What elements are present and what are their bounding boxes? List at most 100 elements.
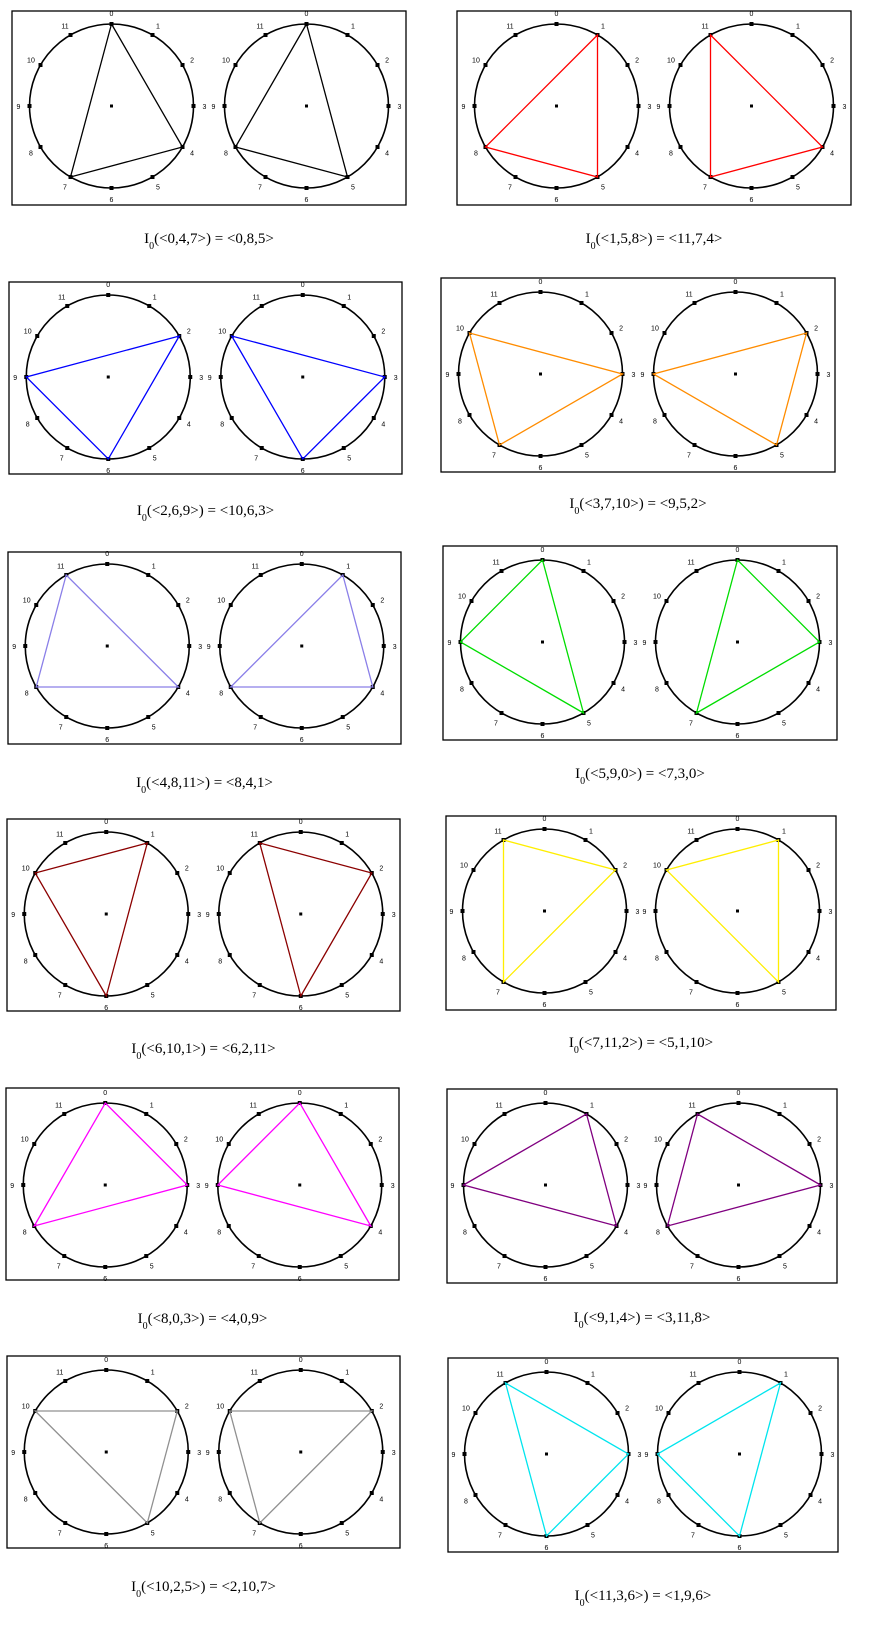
tick-mark (109, 186, 114, 190)
inverted-triad-triangle (651, 332, 808, 446)
pitch-class-label: 1 (151, 1369, 155, 1376)
pitch-class-label: 11 (496, 1371, 503, 1378)
pitch-class-label: 0 (541, 547, 545, 554)
tick-mark (776, 568, 781, 573)
pitch-class-label: 10 (651, 326, 659, 333)
tick-mark (636, 104, 641, 108)
pitch-class-label: 2 (625, 1406, 629, 1413)
pitch-class-label: 9 (212, 104, 216, 111)
pitch-class-label: 4 (185, 1497, 189, 1504)
diagram-frame (11, 10, 407, 206)
tick-mark (375, 63, 380, 67)
tick-mark (217, 644, 222, 648)
diagram-frame (447, 1357, 839, 1553)
tick-mark (65, 446, 70, 451)
pitch-class-label: 2 (184, 1137, 188, 1144)
center-dot (299, 1450, 303, 1454)
pitch-class-label: 2 (635, 58, 639, 65)
tick-mark (513, 175, 518, 180)
pitch-class-label: 11 (494, 828, 501, 835)
tick-mark (186, 912, 191, 916)
original-triad-triangle (25, 334, 181, 461)
tick-mark (790, 32, 795, 37)
inversion-caption: I0(<0,4,7>) = <0,8,5> (144, 231, 274, 252)
pitch-class-label: 2 (830, 58, 834, 65)
pitch-class-label: 9 (450, 909, 454, 916)
pitch-class-label: 5 (590, 1264, 594, 1271)
tick-mark (174, 1142, 179, 1146)
tick-mark (460, 909, 465, 913)
pitch-class-label: 5 (782, 990, 786, 997)
tick-mark (176, 603, 181, 607)
pitch-class-label: 5 (151, 1531, 155, 1538)
pitch-class-label: 1 (151, 831, 155, 838)
tick-mark (62, 1254, 67, 1259)
tick-mark (103, 1265, 108, 1269)
pitch-class-label: 4 (816, 956, 820, 963)
tick-mark (375, 145, 380, 149)
pitch-class-label: 1 (585, 291, 589, 298)
tick-mark (63, 983, 68, 988)
tick-mark (338, 1254, 343, 1259)
center-dot (555, 104, 558, 108)
tick-mark (341, 446, 346, 451)
tick-mark (625, 63, 630, 67)
center-dot (298, 1183, 302, 1187)
pitch-class-label: 1 (601, 23, 605, 30)
pitch-class-label: 5 (782, 721, 786, 728)
pitch-class-label: 6 (555, 197, 559, 204)
pitch-class-label: 11 (701, 23, 708, 30)
tick-mark (807, 1224, 812, 1228)
center-dot (738, 1452, 741, 1456)
pitch-class-label: 8 (669, 151, 673, 158)
pitch-class-label: 2 (380, 598, 384, 605)
tick-mark (299, 726, 304, 730)
diagram-frame (7, 551, 402, 745)
pitch-class-label: 1 (587, 559, 591, 566)
tick-mark (473, 1493, 478, 1497)
pitch-class-label: 10 (23, 598, 31, 605)
diagram-panel: 0 1 2 3 4 5 6 7 8 9 10 11 0 1 2 3 4 5 6 7 8 9 10 11 I0(<10,2,5>)… (6, 1355, 401, 1600)
pitch-class-label: 9 (206, 1450, 210, 1457)
tick-mark (736, 1265, 741, 1269)
pitch-class-label: 1 (589, 828, 593, 835)
tick-mark (609, 413, 614, 417)
tick-mark (497, 300, 502, 305)
pitch-class-label: 2 (621, 594, 625, 601)
pitch-class-label: 1 (784, 1371, 788, 1378)
pitch-class-label: 4 (814, 419, 818, 426)
inverted-triad-triangle (656, 1381, 782, 1538)
pitch-class-label: 10 (655, 1406, 663, 1413)
tick-mark (735, 827, 740, 831)
pitch-class-label: 9 (205, 1183, 209, 1190)
pitch-class-label: 5 (796, 185, 800, 192)
pitch-class-label: 2 (623, 863, 627, 870)
tick-mark (666, 1411, 671, 1415)
pitch-class-label: 7 (691, 1533, 695, 1540)
pitch-class-label: 2 (378, 1137, 382, 1144)
pitch-class-label: 3 (829, 909, 833, 916)
tick-mark (806, 599, 811, 603)
pitch-class-label: 5 (150, 1264, 154, 1271)
tick-mark (368, 1142, 373, 1146)
original-triad-triangle (459, 558, 585, 715)
pitch-class-label: 2 (185, 866, 189, 873)
tick-mark (467, 413, 472, 417)
pitch-class-label: 10 (21, 1137, 29, 1144)
tick-mark (653, 640, 658, 644)
tick-mark (472, 104, 477, 108)
pitch-class-label: 0 (105, 551, 109, 558)
tick-mark (228, 603, 233, 607)
pitch-class-label: 10 (667, 58, 675, 65)
pitch-class-label: 0 (106, 282, 110, 289)
tick-mark (778, 1523, 783, 1528)
tick-mark (583, 837, 588, 842)
pitch-class-label: 9 (448, 640, 452, 647)
tick-mark (370, 603, 375, 607)
inversion-caption: I0(<8,0,3>) = <4,0,9> (138, 1311, 268, 1332)
pitch-class-label: 7 (60, 456, 64, 463)
center-dot (543, 909, 546, 913)
tick-mark (339, 983, 344, 988)
tick-mark (258, 572, 263, 577)
